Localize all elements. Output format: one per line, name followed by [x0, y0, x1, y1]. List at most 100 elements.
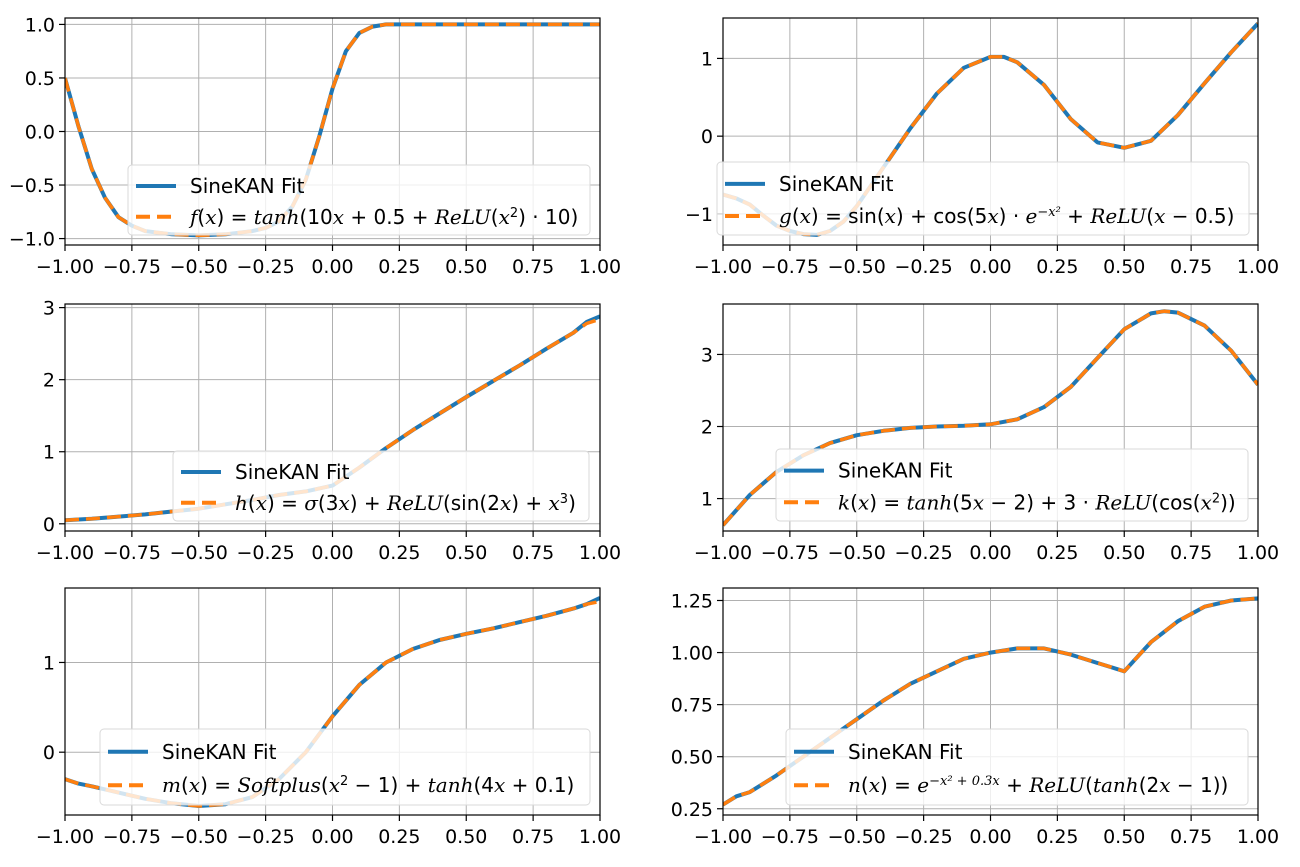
- y-tick-label: 0.5: [25, 68, 55, 90]
- x-tick-label: −0.50: [170, 542, 228, 564]
- legend: SineKAN Fit g(x) = sin(x) + cos(5x) · e−x…: [716, 161, 1250, 236]
- x-tick-label: −0.75: [103, 826, 161, 848]
- y-tick-label: −0.5: [9, 175, 55, 197]
- legend-label-formula: g(x) = sin(x) + cos(5x) · e−x² + ReLU(x …: [779, 204, 1234, 228]
- x-tick-label: 0.25: [378, 256, 420, 278]
- legend: SineKAN Fit n(x) = e−x² + 0.3x + ReLU(tan…: [785, 728, 1249, 806]
- panel-5: −1.00 −0.75 −0.50 −0.25 0.00 0.25 0.50 0.75 1.00…: [36, 587, 621, 848]
- panel-1: −1.00 −0.75 −0.50 −0.25 0.00 0.25 0.50 0.75 1.00…: [9, 14, 621, 278]
- legend-box: [785, 728, 1249, 806]
- y-tick-label: 3: [43, 298, 55, 320]
- y-tick-label: 1.00: [671, 643, 713, 665]
- legend-label-formula: f(x) = tanh(10x + 0.5 + ReLU(x2) · 10): [188, 205, 578, 229]
- legend-label-formula: h(x) = σ(3x) + ReLU(sin(2x) + x3): [235, 491, 576, 515]
- legend: SineKAN Fit f(x) = tanh(10x + 0.5 + ReLU(…: [127, 164, 591, 236]
- x-tick-label: −0.50: [828, 542, 886, 564]
- x-tick-label: 0.25: [1036, 256, 1078, 278]
- x-tick-label: −0.25: [895, 256, 953, 278]
- legend-box: [775, 448, 1249, 522]
- y-tick-label: 0: [43, 514, 55, 536]
- x-tick-label: 0.50: [1103, 826, 1145, 848]
- legend-box: [716, 161, 1250, 236]
- y-tick-label: 1.0: [25, 14, 55, 36]
- panel-3: −1.00 −0.75 −0.50 −0.25 0.00 0.25 0.50 0.75 1.00…: [36, 298, 621, 564]
- x-tick-label: 0.50: [445, 826, 487, 848]
- x-tick-label: −0.25: [237, 542, 295, 564]
- y-tick-label: 1: [43, 442, 55, 464]
- x-tick-label: −0.75: [103, 256, 161, 278]
- x-tick-label: −0.75: [761, 826, 819, 848]
- x-tick-label: 0.00: [311, 542, 353, 564]
- legend: SineKAN Fit m(x) = Softplus(x2 − 1) + tan…: [99, 728, 591, 806]
- legend-label-fit: SineKAN Fit: [779, 172, 894, 196]
- x-tick-label: −0.50: [828, 256, 886, 278]
- y-tick-label: −1: [685, 204, 713, 226]
- x-tick-label: −1.00: [694, 826, 752, 848]
- x-tick-label: −0.50: [828, 826, 886, 848]
- x-tick-label: 0.50: [445, 256, 487, 278]
- x-tick-label: 0.50: [445, 542, 487, 564]
- panel-2: −1.00 −0.75 −0.50 −0.25 0.00 0.25 0.50 0.75 1.00…: [685, 17, 1279, 278]
- x-tick-label: 1.00: [579, 256, 621, 278]
- legend-label-fit: SineKAN Fit: [838, 459, 953, 483]
- x-tick-label: 0.00: [311, 256, 353, 278]
- x-tick-label: 0.75: [1170, 542, 1212, 564]
- x-tick-label: 0.75: [512, 256, 554, 278]
- x-tick-label: −1.00: [36, 826, 94, 848]
- x-tick-label: 0.00: [969, 542, 1011, 564]
- x-tick-label: 0.75: [512, 542, 554, 564]
- x-tick-label: 0.00: [311, 826, 353, 848]
- x-tick-label: 0.50: [1103, 256, 1145, 278]
- x-tick-label: −0.25: [237, 826, 295, 848]
- y-tick-label: 2: [43, 370, 55, 392]
- x-tick-label: −0.25: [895, 826, 953, 848]
- x-tick-label: −0.50: [170, 826, 228, 848]
- x-tick-label: −1.00: [694, 256, 752, 278]
- x-tick-label: −0.25: [895, 542, 953, 564]
- legend-box: [127, 164, 591, 236]
- x-tick-label: 1.00: [579, 542, 621, 564]
- x-tick-label: 0.50: [1103, 542, 1145, 564]
- x-tick-label: 0.75: [512, 826, 554, 848]
- x-tick-label: 1.00: [1237, 826, 1279, 848]
- x-tick-label: 0.75: [1170, 256, 1212, 278]
- x-tick-label: 0.25: [1036, 542, 1078, 564]
- x-tick-label: −0.25: [237, 256, 295, 278]
- y-tick-label: 0.25: [671, 799, 713, 821]
- x-tick-label: 0.25: [378, 826, 420, 848]
- panel-4: −1.00 −0.75 −0.50 −0.25 0.00 0.25 0.50 0.75 1.00…: [694, 303, 1279, 564]
- y-tick-label: 0.75: [671, 695, 713, 717]
- y-tick-label: 1: [701, 48, 713, 70]
- y-tick-label: 0.0: [25, 122, 55, 144]
- legend-box: [99, 728, 591, 806]
- legend: SineKAN Fit h(x) = σ(3x) + ReLU(sin(2x) +…: [172, 450, 590, 522]
- y-tick-label: 1.25: [671, 590, 713, 612]
- legend-box: [172, 450, 590, 522]
- legend-label-fit: SineKAN Fit: [235, 460, 350, 484]
- y-tick-label: 0: [701, 126, 713, 148]
- x-tick-label: −0.50: [170, 256, 228, 278]
- x-tick-label: 0.25: [1036, 826, 1078, 848]
- x-tick-label: −1.00: [36, 542, 94, 564]
- legend-label-fit: SineKAN Fit: [848, 740, 963, 764]
- legend-label-formula: n(x) = e−x² + 0.3x + ReLU(tanh(2x − 1)): [848, 773, 1228, 797]
- y-tick-label: 1: [43, 652, 55, 674]
- legend-label-formula: m(x) = Softplus(x2 − 1) + tanh(4x + 0.1): [162, 773, 574, 797]
- panel-6: −1.00 −0.75 −0.50 −0.25 0.00 0.25 0.50 0.75 1.00…: [671, 587, 1279, 848]
- x-tick-label: −0.75: [761, 542, 819, 564]
- x-tick-label: 1.00: [579, 826, 621, 848]
- legend: SineKAN Fit k(x) = tanh(5x − 2) + 3 · ReL…: [775, 448, 1249, 522]
- x-tick-label: 1.00: [1237, 256, 1279, 278]
- x-tick-label: 1.00: [1237, 542, 1279, 564]
- legend-label-formula: k(x) = tanh(5x − 2) + 3 · ReLU(cos(x2)): [838, 490, 1236, 514]
- y-tick-label: 2: [701, 417, 713, 439]
- x-tick-label: 0.00: [969, 256, 1011, 278]
- x-tick-label: 0.75: [1170, 826, 1212, 848]
- x-tick-label: −1.00: [36, 256, 94, 278]
- y-tick-label: 0.50: [671, 747, 713, 769]
- x-tick-label: −0.75: [761, 256, 819, 278]
- x-tick-label: −1.00: [694, 542, 752, 564]
- y-tick-label: 0: [43, 742, 55, 764]
- y-tick-label: 1: [701, 489, 713, 511]
